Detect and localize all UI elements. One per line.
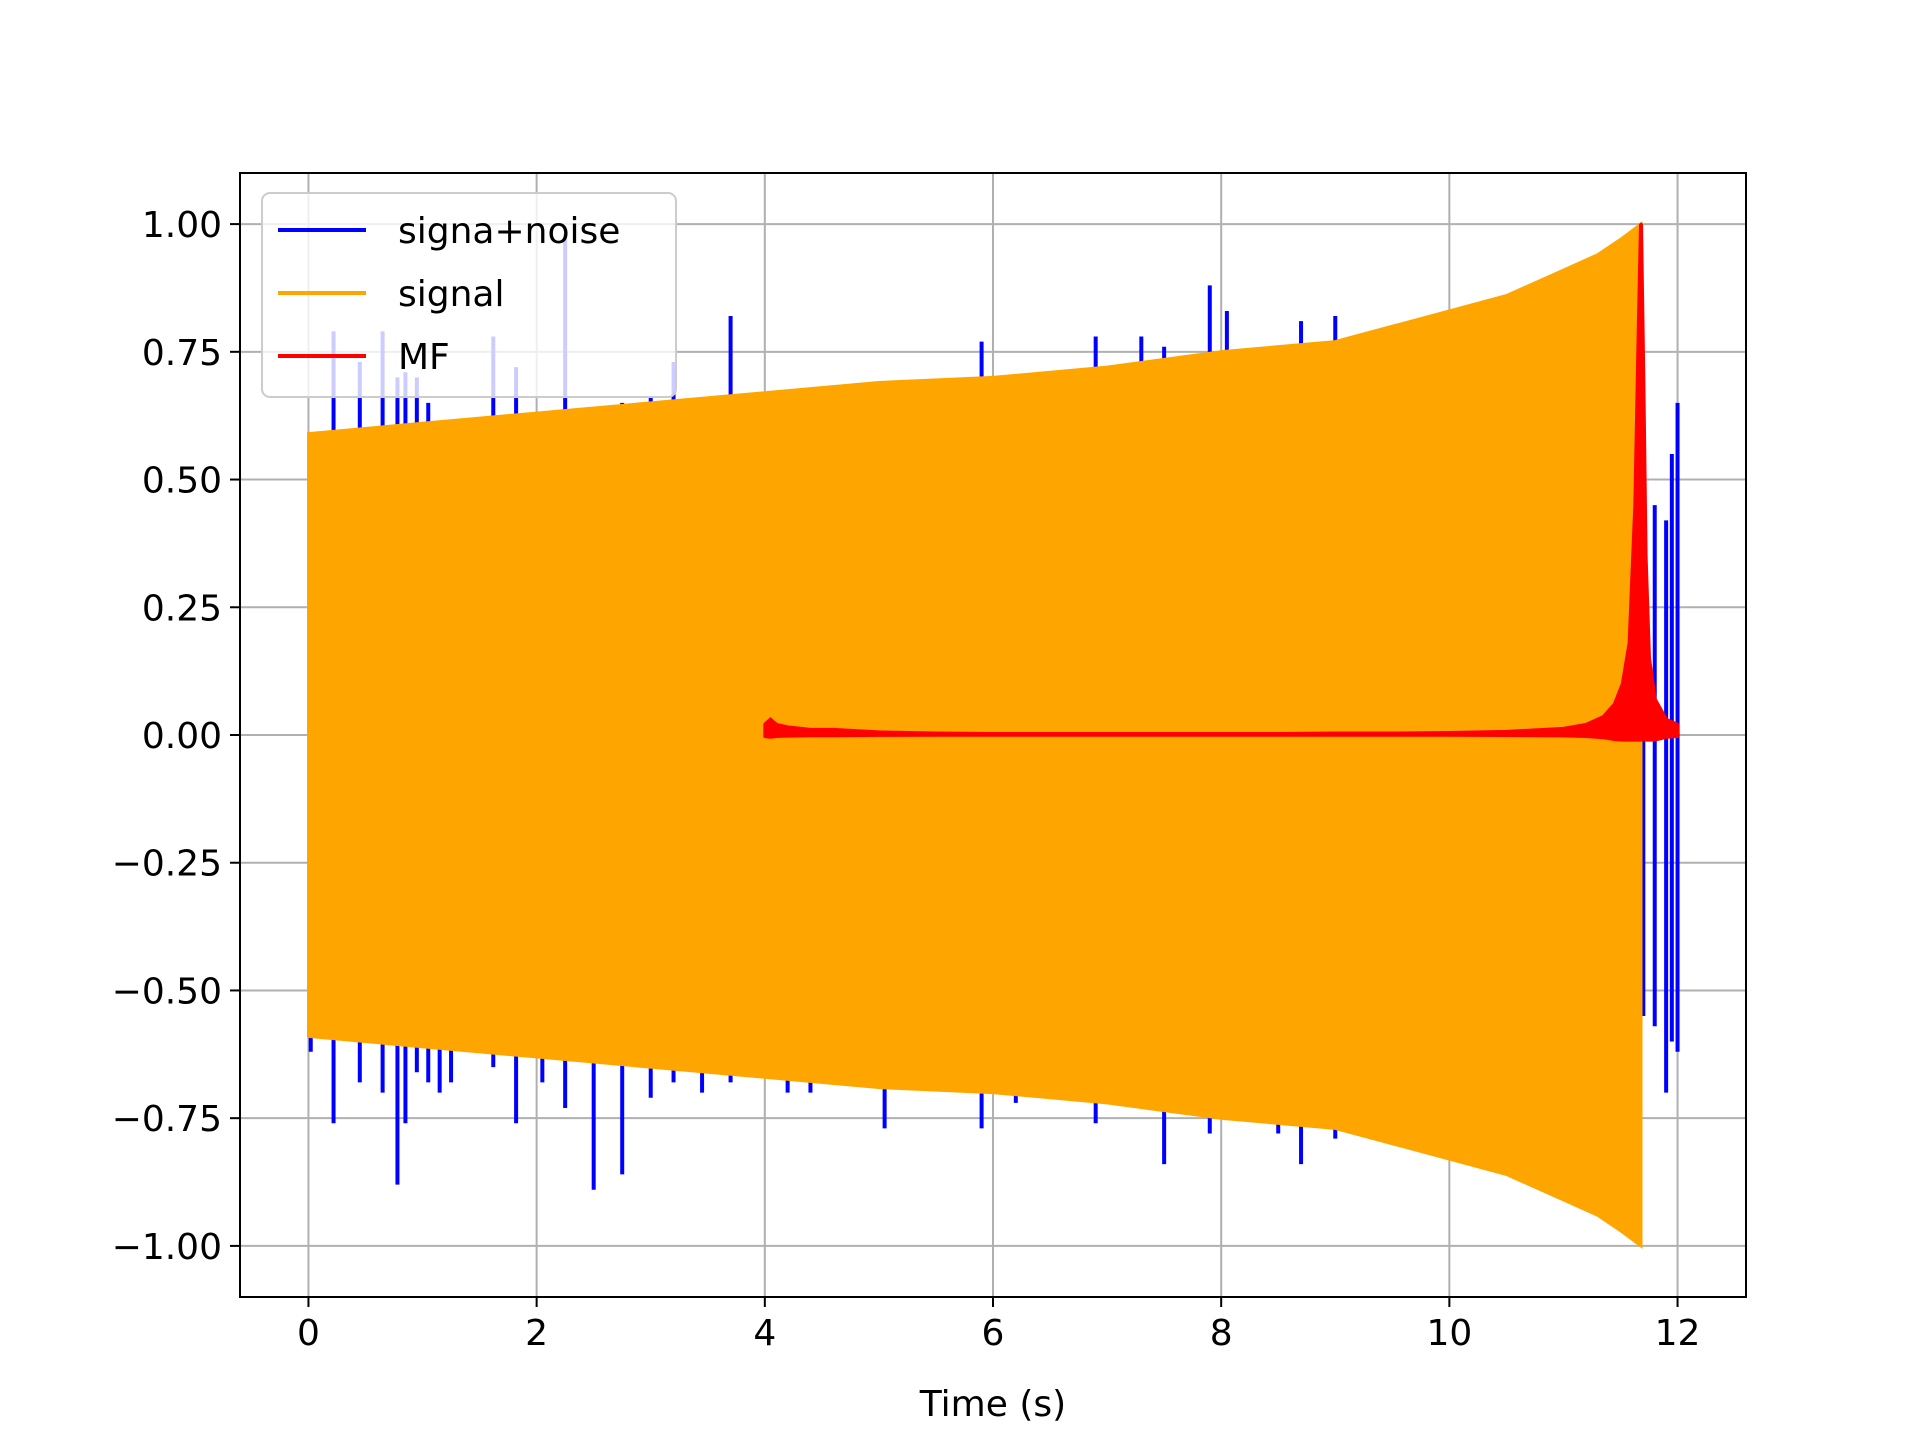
x-tick-label: 12 — [1655, 1313, 1701, 1354]
series-mf — [763, 222, 1679, 742]
y-tick-label: 0.25 — [142, 588, 222, 629]
legend-label: signa+noise — [398, 211, 620, 252]
y-axis: 1.00 0.75 0.50 0.25 0.00 −0.25 −0.50 −0.75 −1.00 — [112, 205, 240, 1268]
y-tick-label: −0.50 — [112, 971, 222, 1012]
legend-label: signal — [398, 274, 505, 315]
x-tick-label: 8 — [1210, 1313, 1233, 1354]
x-tick-label: 6 — [982, 1313, 1005, 1354]
y-tick-label: 0.00 — [142, 716, 222, 757]
x-tick-label: 10 — [1426, 1313, 1472, 1354]
y-tick-label: 1.00 — [142, 205, 222, 246]
legend-label: MF — [398, 337, 450, 378]
y-tick-label: −0.25 — [112, 844, 222, 885]
y-tick-label: 0.75 — [142, 333, 222, 374]
legend: signa+noise signal MF — [261, 192, 677, 398]
legend-box — [261, 192, 677, 398]
x-axis-label: Time (s) — [919, 1384, 1066, 1425]
x-tick-label: 0 — [297, 1313, 320, 1354]
mf-line — [763, 224, 1679, 736]
y-tick-label: −1.00 — [112, 1227, 222, 1268]
x-tick-label: 2 — [525, 1313, 548, 1354]
y-tick-label: −0.75 — [112, 1099, 222, 1140]
plot-area — [307, 221, 1680, 1249]
x-tick-label: 4 — [753, 1313, 776, 1354]
x-axis: 0 2 4 6 8 10 12 — [297, 1297, 1700, 1354]
y-tick-label: 0.50 — [142, 461, 222, 502]
